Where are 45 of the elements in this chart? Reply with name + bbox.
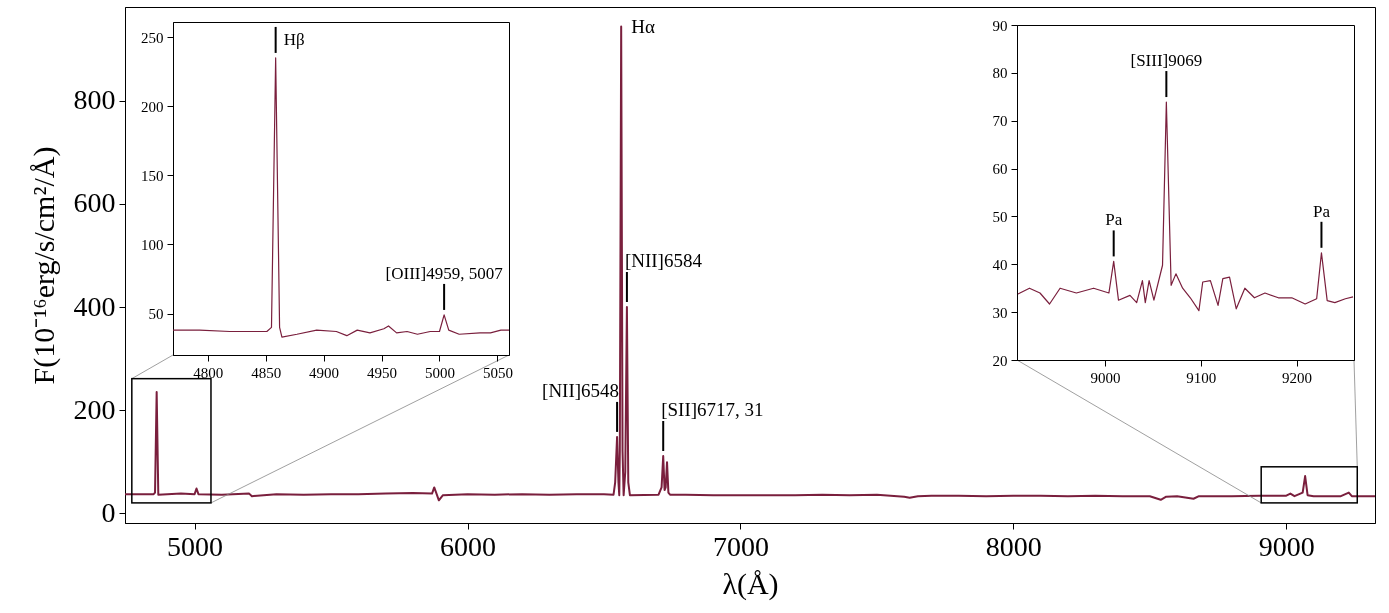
annotation: [SIII]9069 <box>1130 51 1203 71</box>
annotation: Pa <box>1105 210 1123 230</box>
y-tick-label: 200 <box>73 393 116 425</box>
x-tick-label: 8000 <box>985 530 1042 562</box>
x-tick-label: 6000 <box>440 530 497 562</box>
y-tick-label: 50 <box>992 208 1008 225</box>
x-tick-label: 9000 <box>1258 530 1315 562</box>
annotation: [OIII]4959, 5007 <box>385 263 504 283</box>
y-tick-label: 70 <box>992 113 1008 130</box>
annotation: Hα <box>631 15 655 37</box>
y-tick-label: 100 <box>141 236 164 253</box>
y-tick-label: 80 <box>992 65 1008 82</box>
y-axis-title: F(10⁻¹⁶erg/s/cm²/Å) <box>26 146 61 385</box>
y-tick-label: 40 <box>992 256 1008 273</box>
x-tick-label: 9100 <box>1186 369 1217 386</box>
x-tick-label: 5000 <box>167 530 224 562</box>
x-tick-label: 5050 <box>482 364 513 381</box>
annotation: [NII]6584 <box>624 250 703 272</box>
annotation: Pa <box>1312 201 1331 221</box>
x-tick-label: 7000 <box>712 530 769 562</box>
x-tick-label: 4850 <box>251 364 282 381</box>
x-tick-label: 4950 <box>367 364 398 381</box>
y-tick-label: 250 <box>141 29 164 46</box>
annotation: [NII]6548 <box>542 379 620 401</box>
y-tick-label: 50 <box>148 306 164 323</box>
y-tick-label: 150 <box>141 167 164 184</box>
annotation: Hβ <box>283 29 305 49</box>
y-tick-label: 60 <box>992 161 1008 178</box>
line-series <box>1017 101 1354 312</box>
x-tick-label: 4900 <box>309 364 340 381</box>
x-tick-label: 4800 <box>193 364 224 381</box>
y-tick-label: 400 <box>73 290 116 322</box>
y-tick-label: 30 <box>992 304 1008 321</box>
x-tick-label: 9200 <box>1282 369 1313 386</box>
y-tick-label: 600 <box>73 187 116 219</box>
y-tick-label: 0 <box>101 496 116 528</box>
annotation: [SII]6717, 31 <box>661 398 764 420</box>
y-tick-label: 200 <box>141 98 164 115</box>
x-axis-title: λ(Å) <box>722 566 779 601</box>
y-tick-label: 90 <box>992 17 1008 34</box>
x-tick-label: 5000 <box>424 364 455 381</box>
x-tick-label: 9000 <box>1090 369 1121 386</box>
line-series <box>173 57 509 338</box>
y-tick-label: 20 <box>992 352 1008 369</box>
y-tick-label: 800 <box>73 84 116 116</box>
